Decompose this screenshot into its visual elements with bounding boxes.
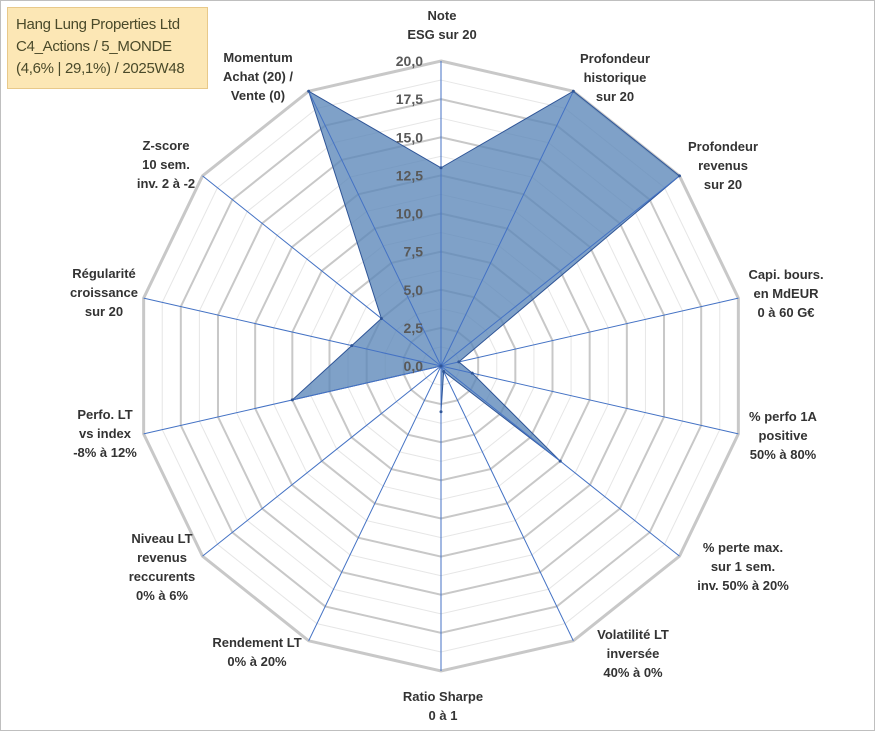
data-point (442, 369, 446, 373)
data-point (439, 364, 443, 368)
axis-label-line: Rendement LT (212, 635, 301, 650)
chart-title-box: Hang Lung Properties Ltd C4_Actions / 5_… (7, 7, 208, 89)
axis-spoke (440, 365, 739, 435)
axis-spoke (202, 365, 442, 557)
axis-label-line: 40% à 0% (603, 665, 663, 680)
axis-spoke (440, 297, 739, 367)
data-point (571, 89, 575, 93)
axis-label: Volatilité LT inversée 40% à 0% (597, 627, 669, 680)
axis-label-line: 50% à 80% (750, 447, 817, 462)
axis-label-line: Z-score (143, 138, 190, 153)
tick-label: 12,5 (396, 167, 423, 183)
axis-label-line: en MdEUR (754, 286, 820, 301)
tick-label: 15,0 (396, 129, 423, 145)
axis-spoke (440, 90, 574, 367)
axis-label-line: croissance (70, 285, 138, 300)
axis-label-line: inv. 2 à -2 (137, 176, 195, 191)
axis-spoke (440, 175, 680, 367)
data-point (677, 174, 681, 178)
axis-label: Momentum Achat (20) / Vente (0) (223, 50, 293, 103)
axis-label: Rendement LT 0% à 20% (212, 635, 301, 669)
data-point (379, 316, 383, 320)
axis-label-line: Vente (0) (231, 88, 285, 103)
tick-label: 0,0 (404, 358, 424, 374)
title-line-category: C4_Actions / 5_MONDE (16, 38, 172, 55)
axis-label-line: 0% à 6% (136, 588, 188, 603)
axis-label: Ratio Sharpe 0 à 1 (403, 689, 483, 723)
axis-label: Profondeur historique sur 20 (580, 51, 650, 104)
tick-label: 17,5 (396, 91, 423, 107)
axis-label-line: Momentum (223, 50, 292, 65)
axis-label: Perfo. LT vs index -8% à 12% (73, 407, 137, 460)
axis-label-line: Achat (20) / (223, 69, 293, 84)
data-point (470, 371, 474, 375)
axis-label-line: Ratio Sharpe (403, 689, 483, 704)
axis-label-line: 0 à 60 G€ (757, 305, 814, 320)
axis-label-line: Niveau LT (131, 531, 192, 546)
axis-label-line: Régularité (72, 266, 136, 281)
axis-label-line: 0% à 20% (227, 654, 287, 669)
data-point (307, 89, 311, 93)
axis-label-line: sur 1 sem. (711, 559, 775, 574)
data-point (290, 398, 294, 402)
axis-label: Niveau LT revenus reccurents 0% à 6% (129, 531, 195, 603)
data-point (558, 459, 562, 463)
axis-label-line: Perfo. LT (77, 407, 132, 422)
axis-label-line: Note (428, 8, 457, 23)
axis-label-line: historique (584, 70, 647, 85)
axis-label-line: sur 20 (596, 89, 634, 104)
axis-label-line: 10 sem. (142, 157, 190, 172)
tick-label: 20,0 (396, 53, 423, 69)
axis-label-line: vs index (79, 426, 132, 441)
axis-spoke (308, 90, 442, 367)
series-area (290, 90, 681, 462)
axis-label-line: revenus (698, 158, 748, 173)
axis-label-line: ESG sur 20 (407, 27, 476, 42)
axis-spoke (202, 175, 442, 367)
axis-label-line: reccurents (129, 569, 195, 584)
axis-label-line: Profondeur (580, 51, 650, 66)
axis-label: Z-score 10 sem. inv. 2 à -2 (137, 138, 195, 191)
axis-label-line: Profondeur (688, 139, 758, 154)
axis-label-line: sur 20 (704, 177, 742, 192)
axis-label-line: -8% à 12% (73, 445, 137, 460)
tick-label: 7,5 (404, 244, 424, 260)
axis-spoke (143, 297, 442, 367)
title-line-company: Hang Lung Properties Ltd (16, 16, 180, 33)
axis-label-line: sur 20 (85, 304, 123, 319)
axis-label: Régularité croissance sur 20 (70, 266, 138, 319)
axis-label-line: inversée (607, 646, 660, 661)
tick-label: 5,0 (404, 282, 424, 298)
data-point (439, 410, 443, 414)
axis-spoke (308, 365, 442, 642)
data-point (350, 344, 354, 348)
data-point (439, 166, 443, 170)
axis-label-line: positive (758, 428, 807, 443)
axis-label: Profondeur revenus sur 20 (688, 139, 758, 192)
axis-label-line: revenus (137, 550, 187, 565)
axis-label-line: inv. 50% à 20% (697, 578, 789, 593)
axis-label-line: 0 à 1 (429, 708, 458, 723)
axis-label-line: Volatilité LT (597, 627, 669, 642)
axis-label: % perfo 1A positive 50% à 80% (749, 409, 818, 462)
axis-label-line: Capi. bours. (748, 267, 823, 282)
axis-label: Capi. bours. en MdEUR 0 à 60 G€ (748, 267, 823, 320)
axis-spoke (440, 365, 574, 642)
axis-label: Note ESG sur 20 (407, 8, 476, 42)
data-point (457, 360, 461, 364)
tick-label: 2,5 (404, 320, 424, 336)
axis-label: % perte max. sur 1 sem. inv. 50% à 20% (697, 540, 789, 593)
axis-label-line: % perte max. (703, 540, 783, 555)
title-line-stats: (4,6% | 29,1%) / 2025W48 (16, 60, 185, 77)
tick-label: 10,0 (396, 206, 423, 222)
axis-label-line: % perfo 1A (749, 409, 818, 424)
